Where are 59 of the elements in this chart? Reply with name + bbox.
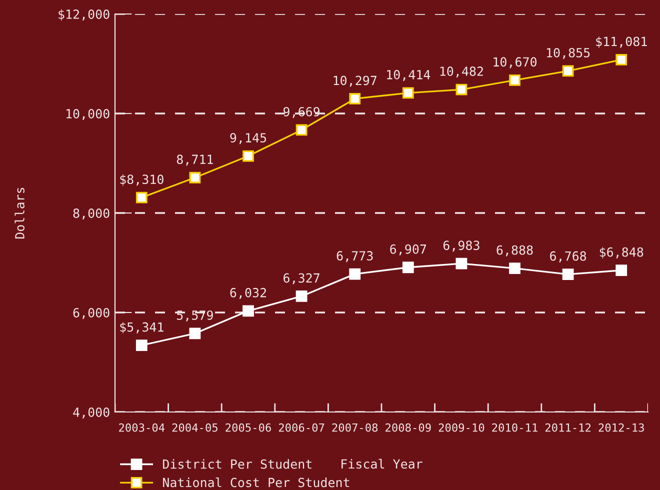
point bbox=[189, 328, 201, 340]
point bbox=[509, 74, 520, 86]
data-label: $5,341 bbox=[120, 322, 164, 334]
y-tick-label: 8,000 bbox=[73, 208, 110, 220]
data-label: $6,848 bbox=[600, 247, 644, 258]
point bbox=[189, 172, 201, 184]
point bbox=[349, 93, 361, 104]
data-label: 10,855 bbox=[546, 48, 590, 60]
data-label: 6,907 bbox=[390, 244, 426, 256]
x-tick-label: 2009-10 bbox=[438, 423, 484, 432]
legend-label: District Per Student bbox=[163, 459, 312, 469]
y-tick-label: $12,000 bbox=[58, 9, 110, 21]
x-tick-label: 2012-13 bbox=[598, 423, 644, 432]
x-tick-label: 2011-12 bbox=[545, 423, 591, 432]
data-label: 10,482 bbox=[440, 66, 483, 78]
data-label: $8,310 bbox=[120, 174, 164, 186]
x-tick-label: 2004-05 bbox=[172, 423, 218, 432]
y-axis-title: Dollars bbox=[14, 188, 24, 239]
data-label: $11,081 bbox=[596, 36, 647, 48]
x-tick-label: 2003-04 bbox=[119, 423, 165, 432]
x-tick-label: 2010-11 bbox=[492, 423, 538, 432]
data-label: 6,983 bbox=[443, 240, 480, 252]
point bbox=[402, 87, 414, 99]
data-label: 6,032 bbox=[230, 288, 266, 299]
point bbox=[509, 262, 520, 274]
x-tick-label: 2007-08 bbox=[332, 423, 378, 432]
data-label: 10,297 bbox=[334, 76, 376, 87]
point bbox=[136, 192, 148, 204]
point bbox=[402, 262, 414, 274]
data-label: 8,711 bbox=[176, 154, 213, 166]
x-axis-title: Fiscal Year bbox=[342, 458, 422, 469]
data-label: 6,888 bbox=[496, 245, 533, 256]
point bbox=[136, 340, 148, 351]
data-label: 10,414 bbox=[387, 70, 430, 81]
point bbox=[562, 268, 574, 280]
point bbox=[616, 264, 628, 276]
point bbox=[242, 305, 254, 317]
data-label: 9,145 bbox=[230, 133, 266, 144]
point bbox=[456, 84, 468, 96]
point bbox=[456, 258, 468, 270]
data-label: 10,670 bbox=[494, 57, 537, 68]
x-tick-label: 2006-07 bbox=[278, 423, 324, 432]
point bbox=[242, 150, 254, 162]
legend-label: National Cost Per Student bbox=[163, 477, 350, 488]
point bbox=[296, 290, 308, 302]
data-label: 6,773 bbox=[336, 251, 373, 262]
data-label: 6,327 bbox=[284, 273, 320, 284]
data-label: 6,768 bbox=[550, 251, 586, 262]
y-tick-label: 10,000 bbox=[66, 109, 110, 120]
data-label: 5,579 bbox=[177, 310, 213, 322]
data-label: 9,669 bbox=[284, 106, 320, 118]
y-tick-label: 4,000 bbox=[73, 408, 110, 419]
x-tick-label: 2005-06 bbox=[226, 423, 271, 432]
y-tick-label: 6,000 bbox=[73, 308, 110, 320]
x-tick-label: 2008-09 bbox=[386, 423, 431, 432]
point bbox=[616, 54, 628, 66]
point bbox=[562, 65, 574, 77]
point bbox=[349, 268, 361, 280]
point bbox=[296, 124, 308, 136]
